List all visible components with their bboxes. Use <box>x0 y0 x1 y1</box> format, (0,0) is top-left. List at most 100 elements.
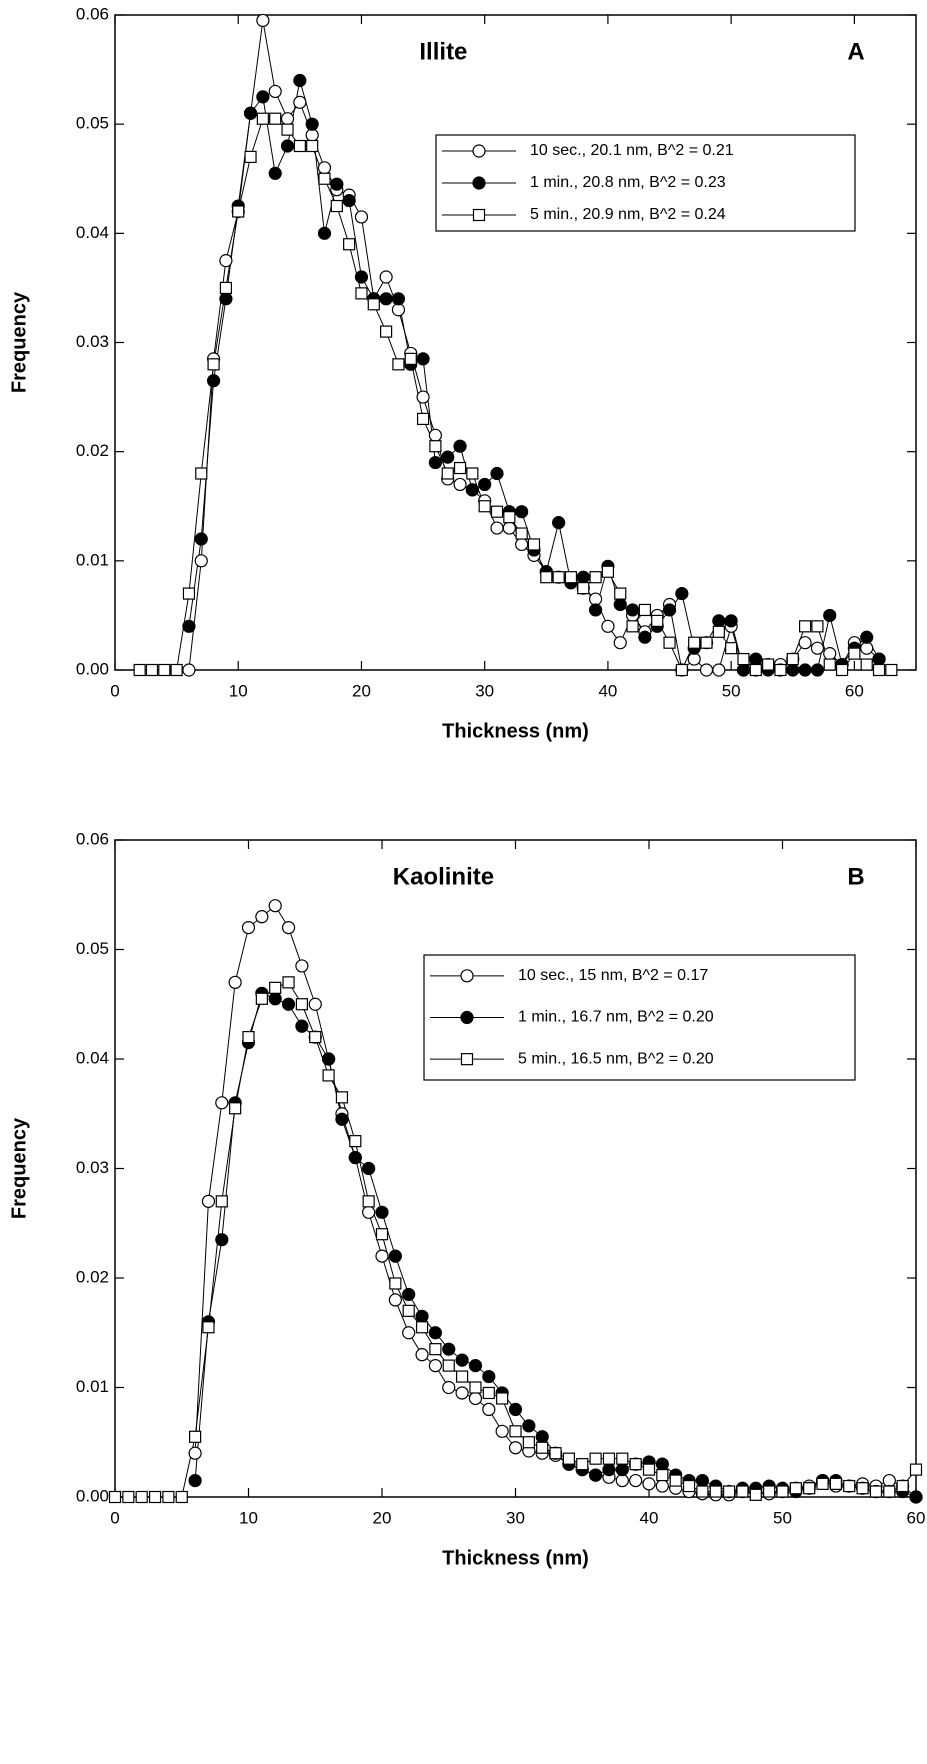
marker <box>322 1052 336 1066</box>
marker <box>496 1392 509 1405</box>
marker <box>762 658 775 671</box>
marker <box>268 899 282 913</box>
marker <box>811 620 824 633</box>
marker <box>108 1490 122 1504</box>
marker <box>415 1321 429 1334</box>
marker <box>145 663 159 677</box>
marker <box>909 1463 923 1476</box>
marker <box>469 1381 482 1394</box>
marker <box>869 1485 883 1498</box>
marker <box>552 516 566 530</box>
plot-frame <box>114 14 917 671</box>
marker <box>588 603 603 617</box>
marker <box>882 1473 896 1488</box>
marker <box>453 439 467 453</box>
x-tick-label: 10 <box>229 681 248 700</box>
marker <box>175 1490 188 1504</box>
marker <box>317 161 332 175</box>
y-tick-label: 0.04 <box>76 223 109 242</box>
marker <box>354 210 369 224</box>
marker <box>588 1468 603 1482</box>
marker <box>256 112 269 125</box>
y-tick-label: 0.03 <box>76 1158 109 1177</box>
marker <box>749 652 763 666</box>
marker <box>391 303 406 317</box>
legend-marker <box>472 144 486 158</box>
marker <box>305 117 319 131</box>
marker <box>402 1326 416 1340</box>
marker <box>712 614 726 628</box>
marker <box>798 620 812 633</box>
y-tick-label: 0.06 <box>76 829 109 848</box>
y-tick-label: 0.00 <box>76 659 109 678</box>
marker <box>712 625 725 638</box>
marker <box>616 1452 629 1465</box>
marker <box>362 1161 376 1176</box>
y-axis-title: Frequency <box>8 1117 30 1219</box>
marker <box>228 975 242 989</box>
y-tick-label: 0.01 <box>76 550 109 569</box>
marker <box>456 1370 469 1383</box>
marker <box>375 1228 389 1241</box>
x-tick-label: 0 <box>110 1508 119 1527</box>
marker <box>736 1485 749 1498</box>
marker <box>816 1477 829 1490</box>
marker <box>201 1194 216 1208</box>
marker <box>549 1447 562 1460</box>
marker <box>194 554 208 568</box>
marker <box>282 976 295 989</box>
marker <box>675 663 688 677</box>
marker <box>699 663 714 677</box>
marker <box>642 1477 656 1491</box>
marker <box>614 587 627 600</box>
marker <box>638 603 651 617</box>
marker <box>429 1343 442 1356</box>
marker <box>122 1490 135 1504</box>
legend-marker <box>472 208 486 222</box>
marker <box>576 1458 589 1471</box>
marker <box>215 1233 229 1247</box>
marker <box>305 128 319 142</box>
marker <box>601 619 615 633</box>
marker <box>856 1482 869 1495</box>
marker <box>268 166 282 180</box>
marker <box>468 1358 483 1373</box>
x-tick-label: 10 <box>239 1508 258 1527</box>
marker <box>380 325 393 338</box>
legend-label: 10 sec., 15 nm, B^2 = 0.17 <box>518 967 708 984</box>
marker <box>589 1452 602 1465</box>
marker <box>453 461 467 475</box>
marker <box>655 1479 669 1493</box>
marker <box>256 90 270 104</box>
marker <box>232 205 245 218</box>
marker <box>255 992 268 1005</box>
marker <box>688 636 701 649</box>
x-tick-label: 20 <box>373 1508 392 1527</box>
marker <box>490 466 504 481</box>
marker <box>860 630 874 644</box>
marker <box>662 603 677 617</box>
marker <box>695 1473 710 1488</box>
marker <box>243 106 258 120</box>
legend-label: 1 min., 20.8 nm, B^2 = 0.23 <box>530 174 726 191</box>
marker <box>810 641 825 655</box>
marker <box>872 663 886 677</box>
marker <box>552 571 565 584</box>
marker <box>502 521 516 535</box>
marker <box>255 910 269 924</box>
marker <box>522 1419 536 1433</box>
marker <box>182 663 196 677</box>
marker <box>737 652 750 666</box>
legend-label: 1 min., 16.7 nm, B^2 = 0.20 <box>518 1009 714 1026</box>
marker <box>562 1452 576 1465</box>
x-axis-title: Thickness (nm) <box>442 720 589 742</box>
marker <box>823 658 836 671</box>
marker <box>651 614 664 627</box>
marker <box>415 1348 429 1362</box>
marker <box>823 608 837 623</box>
marker <box>404 352 417 365</box>
marker <box>306 139 319 153</box>
marker <box>455 1353 469 1367</box>
marker <box>490 505 504 518</box>
